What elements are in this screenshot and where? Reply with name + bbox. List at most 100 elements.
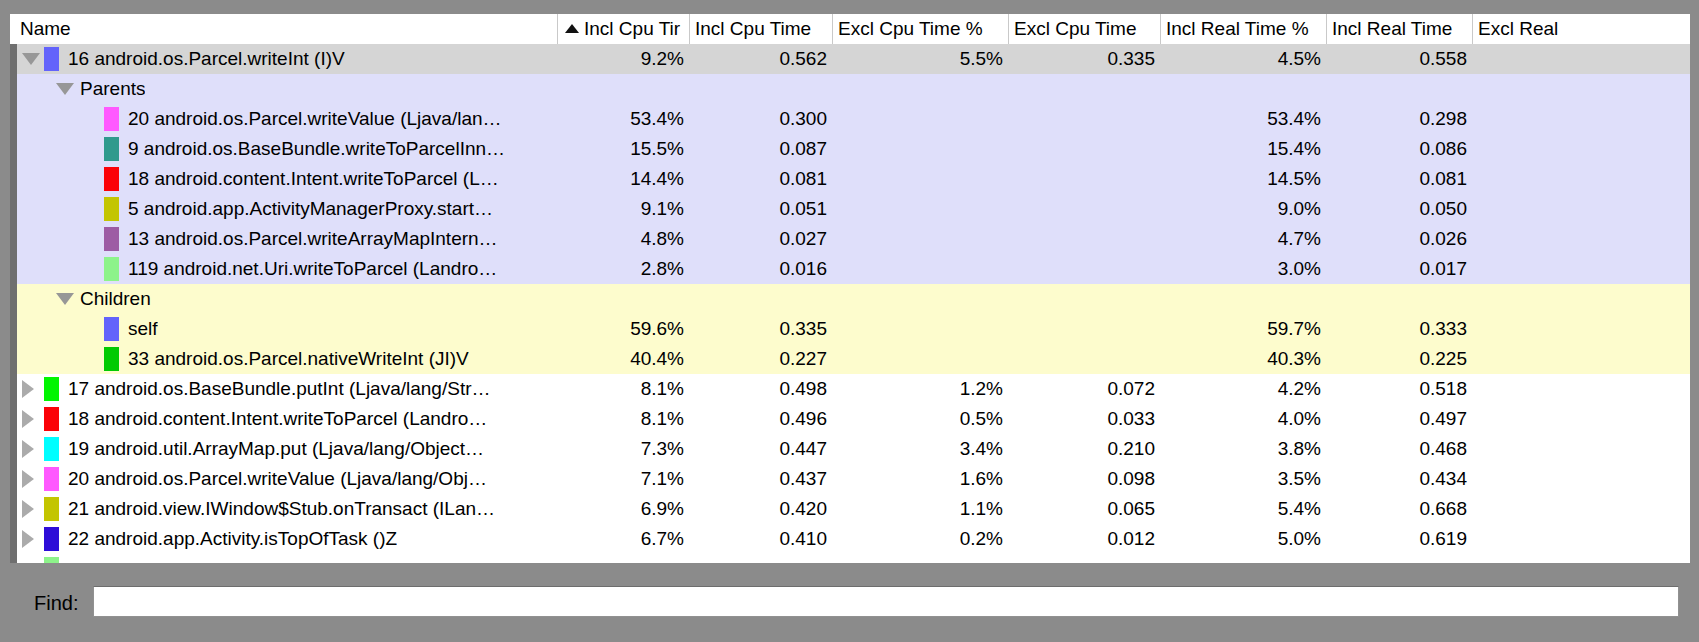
table-header: NameIncl Cpu TirIncl Cpu TimeExcl Cpu Ti… xyxy=(10,14,1690,44)
metric-cell: 0.333 xyxy=(1327,318,1473,340)
metric-cell: 15.5% xyxy=(558,138,690,160)
name-cell: 9 android.os.BaseBundle.writeToParcelInn… xyxy=(10,137,558,161)
name-cell: Children xyxy=(10,288,558,310)
column-header-excl-cpu-time[interactable]: Excl Cpu Time xyxy=(1009,14,1161,44)
section-row-parents[interactable]: Parents xyxy=(10,74,1690,104)
column-header-excl-cpu-time-[interactable]: Excl Cpu Time % xyxy=(833,14,1009,44)
column-header-incl-cpu-time[interactable]: Incl Cpu Time xyxy=(690,14,833,44)
tree-row[interactable]: 20 android.os.Parcel.writeValue (Ljava/l… xyxy=(10,464,1690,494)
metric-cell: 0.468 xyxy=(1327,438,1473,460)
metric-cell: 0.065 xyxy=(1009,498,1161,520)
tree-row[interactable]: 18 android.content.Intent.writeToParcel … xyxy=(10,164,1690,194)
expand-triangle-icon[interactable] xyxy=(22,440,34,458)
tree-row[interactable]: 22 android.app.Activity.isTopOfTask ()Z6… xyxy=(10,524,1690,554)
name-cell: 119 android.net.Uri.writeToParcel (Landr… xyxy=(10,257,558,281)
column-header-incl-real-time-[interactable]: Incl Real Time % xyxy=(1161,14,1327,44)
column-header-label: Incl Real Time % xyxy=(1166,18,1309,40)
metric-cell: 3.0% xyxy=(1161,258,1327,280)
column-header-label: Excl Real xyxy=(1478,18,1558,40)
metric-cell: 14.4% xyxy=(558,168,690,190)
column-header-incl-real-time[interactable]: Incl Real Time xyxy=(1327,14,1473,44)
left-inset-shadow xyxy=(10,44,17,563)
tree-row[interactable]: 18 android.content.Intent.writeToParcel … xyxy=(10,404,1690,434)
collapse-triangle-icon[interactable] xyxy=(56,293,74,305)
collapse-triangle-icon[interactable] xyxy=(22,53,40,65)
name-cell: Parents xyxy=(10,78,558,100)
expander-box xyxy=(22,440,44,458)
method-name: 19 android.util.ArrayMap.put (Ljava/lang… xyxy=(68,438,484,460)
column-header-name[interactable]: Name xyxy=(10,14,558,44)
name-cell xyxy=(10,557,558,563)
metric-cell: 0.410 xyxy=(690,528,833,550)
tree-row[interactable] xyxy=(10,554,1690,563)
metric-cell: 0.2% xyxy=(833,528,1009,550)
section-row-children[interactable]: Children xyxy=(10,284,1690,314)
sort-ascending-icon xyxy=(565,24,579,33)
tree-row[interactable]: 20 android.os.Parcel.writeValue (Ljava/l… xyxy=(10,104,1690,134)
method-color-chip xyxy=(104,227,119,251)
tree-row[interactable]: 19 android.util.ArrayMap.put (Ljava/lang… xyxy=(10,434,1690,464)
metric-cell: 9.0% xyxy=(1161,198,1327,220)
method-name: 119 android.net.Uri.writeToParcel (Landr… xyxy=(128,258,497,280)
tree-row[interactable]: 13 android.os.Parcel.writeArrayMapIntern… xyxy=(10,224,1690,254)
metric-cell: 4.7% xyxy=(1161,228,1327,250)
column-header-excl-real[interactable]: Excl Real xyxy=(1473,14,1690,44)
expand-triangle-icon[interactable] xyxy=(22,410,34,428)
name-cell: 18 android.content.Intent.writeToParcel … xyxy=(10,167,558,191)
find-input[interactable] xyxy=(93,586,1679,617)
metric-cell: 14.5% xyxy=(1161,168,1327,190)
expander-box xyxy=(22,530,44,548)
metric-cell: 0.5% xyxy=(833,408,1009,430)
tree-row[interactable]: 9 android.os.BaseBundle.writeToParcelInn… xyxy=(10,134,1690,164)
metric-cell: 40.3% xyxy=(1161,348,1327,370)
expand-triangle-icon[interactable] xyxy=(22,500,34,518)
method-color-chip xyxy=(104,107,119,131)
metric-cell: 9.1% xyxy=(558,198,690,220)
method-color-chip xyxy=(44,47,59,71)
metric-cell: 1.6% xyxy=(833,468,1009,490)
expand-triangle-icon[interactable] xyxy=(22,380,34,398)
collapse-triangle-icon[interactable] xyxy=(56,83,74,95)
metric-cell: 3.8% xyxy=(1161,438,1327,460)
name-cell: 13 android.os.Parcel.writeArrayMapIntern… xyxy=(10,227,558,251)
metric-cell: 0.300 xyxy=(690,108,833,130)
metric-cell: 4.5% xyxy=(1161,48,1327,70)
expand-triangle-icon[interactable] xyxy=(22,470,34,488)
expand-triangle-icon[interactable] xyxy=(22,530,34,548)
metric-cell: 0.081 xyxy=(1327,168,1473,190)
tree-row[interactable]: 16 android.os.Parcel.writeInt (I)V9.2%0.… xyxy=(10,44,1690,74)
column-header-incl-cpu-tir[interactable]: Incl Cpu Tir xyxy=(558,14,690,44)
window-frame: { "table": { "columns": [ {"label": "Nam… xyxy=(0,0,1699,642)
metric-cell: 2.8% xyxy=(558,258,690,280)
metric-cell: 0.518 xyxy=(1327,378,1473,400)
method-color-chip xyxy=(104,197,119,221)
metric-cell: 0.498 xyxy=(690,378,833,400)
tree-row[interactable]: self59.6%0.33559.7%0.333 xyxy=(10,314,1690,344)
metric-cell: 0.298 xyxy=(1327,108,1473,130)
tree-row[interactable]: 21 android.view.IWindow$Stub.onTransact … xyxy=(10,494,1690,524)
expander-box xyxy=(22,53,44,65)
metric-cell: 0.335 xyxy=(1009,48,1161,70)
metric-cell: 5.4% xyxy=(1161,498,1327,520)
name-cell: 5 android.app.ActivityManagerProxy.start… xyxy=(10,197,558,221)
column-header-label: Excl Cpu Time % xyxy=(838,18,983,40)
metric-cell: 5.0% xyxy=(1161,528,1327,550)
method-color-chip xyxy=(44,377,59,401)
metric-cell: 0.335 xyxy=(690,318,833,340)
method-color-chip xyxy=(44,497,59,521)
tree-row[interactable]: 17 android.os.BaseBundle.putInt (Ljava/l… xyxy=(10,374,1690,404)
tree-row[interactable]: 119 android.net.Uri.writeToParcel (Landr… xyxy=(10,254,1690,284)
name-cell: 17 android.os.BaseBundle.putInt (Ljava/l… xyxy=(10,377,558,401)
tree-row[interactable]: 33 android.os.Parcel.nativeWriteInt (JI)… xyxy=(10,344,1690,374)
metric-cell: 59.6% xyxy=(558,318,690,340)
metric-cell: 0.210 xyxy=(1009,438,1161,460)
tree-row[interactable]: 5 android.app.ActivityManagerProxy.start… xyxy=(10,194,1690,224)
metric-cell: 3.5% xyxy=(1161,468,1327,490)
metric-cell: 0.087 xyxy=(690,138,833,160)
name-cell: 18 android.content.Intent.writeToParcel … xyxy=(10,407,558,431)
column-header-label: Incl Cpu Tir xyxy=(584,18,680,40)
metric-cell: 9.2% xyxy=(558,48,690,70)
table-body: 16 android.os.Parcel.writeInt (I)V9.2%0.… xyxy=(10,44,1690,563)
metric-cell: 0.225 xyxy=(1327,348,1473,370)
method-name: 21 android.view.IWindow$Stub.onTransact … xyxy=(68,498,495,520)
